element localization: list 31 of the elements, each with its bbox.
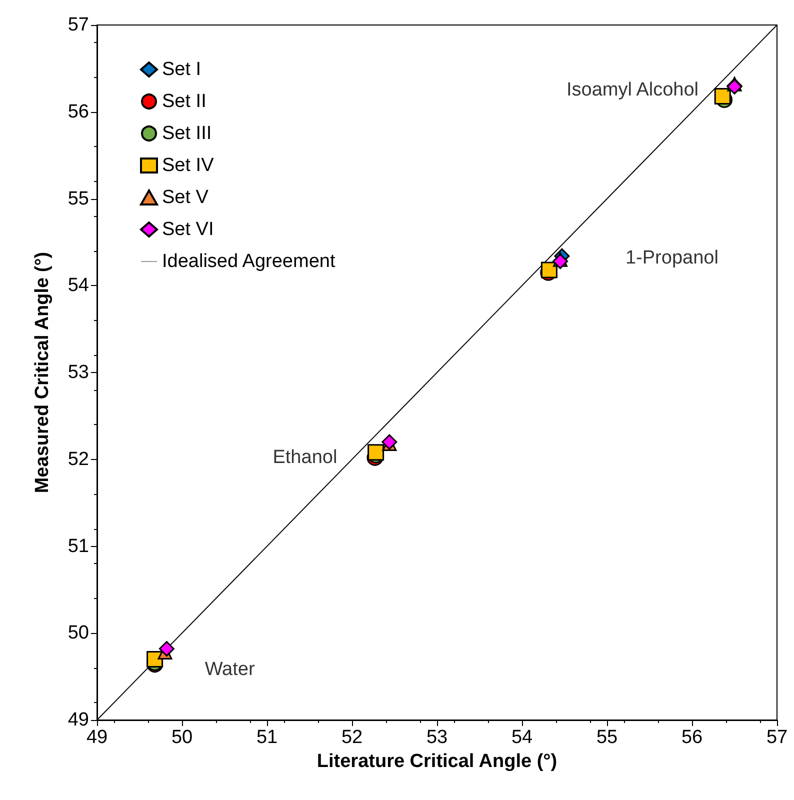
y-tick-label: 50	[68, 622, 89, 644]
x-axis-title: Literature Critical Angle (°)	[316, 751, 558, 772]
x-tick-label: 54	[511, 727, 533, 748]
annotation: Ethanol	[272, 447, 338, 468]
x-tick-label: 52	[341, 727, 363, 748]
legend-label: Idealised Agreement	[162, 251, 336, 272]
x-tick-label: 56	[681, 727, 703, 748]
x-tick-label: 49	[86, 727, 108, 748]
x-tick-label: 51	[256, 727, 278, 748]
y-tick-label: 57	[68, 14, 89, 36]
legend-label: Set I	[162, 59, 202, 80]
y-axis-title: Measured Critical Angle (°)	[32, 252, 53, 494]
y-tick-label: 52	[68, 448, 89, 470]
x-tick-label: 57	[766, 727, 788, 748]
y-tick-label: 55	[68, 188, 89, 210]
legend-label: Set IV	[162, 155, 214, 176]
legend-label: Set VI	[162, 219, 214, 240]
y-tick-label: 51	[68, 536, 89, 557]
x-tick-label: 53	[426, 727, 448, 748]
y-tick-label: 53	[68, 362, 89, 383]
y-tick-label: 49	[68, 710, 89, 730]
x-tick-label: 50	[171, 727, 193, 748]
annotation: Water	[204, 658, 256, 680]
y-tick-label: 56	[68, 101, 89, 122]
annotation: Isoamyl Alcohol	[566, 79, 699, 100]
x-tick-label: 55	[596, 727, 618, 748]
legend-label: Set II	[162, 91, 206, 112]
legend-label: Set III	[162, 123, 212, 144]
y-tick-label: 54	[68, 275, 90, 296]
legend-label: Set V	[162, 187, 209, 208]
annotation: 1-Propanol	[625, 248, 718, 269]
